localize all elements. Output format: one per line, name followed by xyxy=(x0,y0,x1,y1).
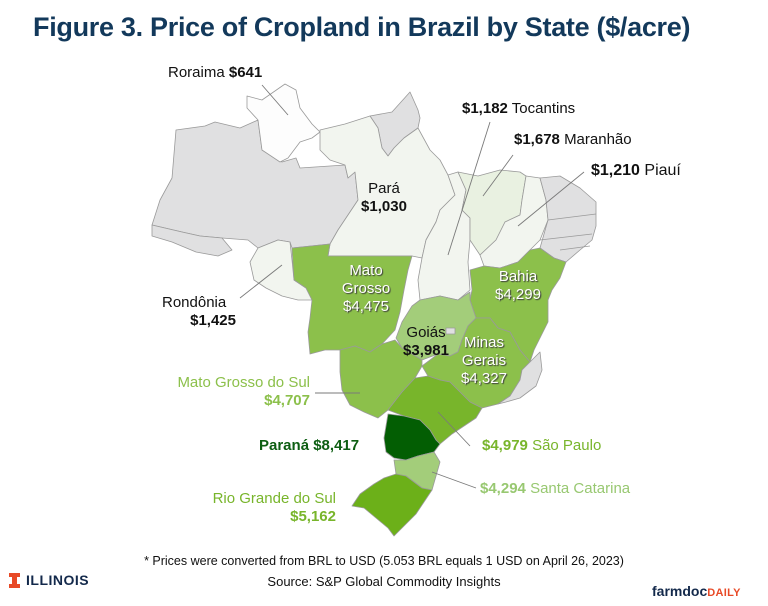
label-mato-grosso-do-sul-price: $4,707 xyxy=(264,392,310,409)
label-para-name: Pará xyxy=(368,180,400,197)
label-maranhao-price: $1,678 xyxy=(514,131,560,148)
farmdoc-logo-text: farmdoc xyxy=(652,583,708,599)
conversion-footnote: * Prices were converted from BRL to USD … xyxy=(144,554,624,568)
farmdoc-daily-logo: farmdocDAILY xyxy=(652,583,741,599)
label-sao-paulo-name: São Paulo xyxy=(532,437,602,454)
label-maranhao: $1,678 Maranhão xyxy=(514,131,632,149)
label-mato-grosso-do-sul: Mato Grosso do Sul $4,707 xyxy=(160,374,310,410)
label-tocantins: $1,182 Tocantins xyxy=(462,100,575,118)
label-tocantins-name: Tocantins xyxy=(511,100,576,117)
label-minas-gerais-name2: Gerais xyxy=(461,352,507,369)
label-tocantins-price: $1,182 xyxy=(462,100,508,117)
label-piaui: $1,210 Piauí xyxy=(591,162,681,180)
label-maranhao-name: Maranhão xyxy=(564,131,632,148)
state-distrito-federal xyxy=(445,327,456,335)
label-santa-catarina: $4,294 Santa Catarina xyxy=(480,480,630,498)
label-para-price: $1,030 xyxy=(361,198,407,215)
label-rondonia-price: $1,425 xyxy=(190,312,236,329)
label-parana-name: Paraná xyxy=(259,437,310,454)
label-sao-paulo-price: $4,979 xyxy=(482,437,528,454)
label-roraima-name: Roraima xyxy=(168,64,225,81)
label-mato-grosso-price: $4,475 xyxy=(343,298,389,315)
label-piaui-price: $1,210 xyxy=(591,162,640,179)
illinois-logo-text: ILLINOIS xyxy=(26,572,90,588)
label-mato-grosso-name1: Mato xyxy=(349,262,383,279)
label-goias-name: Goiás xyxy=(406,324,446,341)
label-minas-gerais: Minas Gerais $4,327 xyxy=(456,334,512,388)
figure-title: Figure 3. Price of Cropland in Brazil by… xyxy=(33,12,691,42)
label-bahia-price: $4,299 xyxy=(495,286,541,303)
label-mato-grosso-name2: Grosso xyxy=(341,280,391,297)
source-note: Source: S&P Global Commodity Insights xyxy=(267,574,501,589)
label-rio-grande-do-sul-price: $5,162 xyxy=(290,508,336,525)
label-minas-gerais-price: $4,327 xyxy=(461,370,507,387)
label-parana: Paraná $8,417 xyxy=(259,437,359,455)
state-mato-grosso-do-sul xyxy=(339,339,423,419)
label-goias: Goiás $3,981 xyxy=(398,324,454,360)
label-rio-grande-do-sul-name: Rio Grande do Sul xyxy=(212,490,336,507)
label-rondonia: Rondônia $1,425 xyxy=(162,294,244,330)
label-bahia: Bahia $4,299 xyxy=(488,268,548,304)
label-goias-price: $3,981 xyxy=(403,342,449,359)
daily-logo-text: DAILY xyxy=(707,587,741,599)
state-roraima xyxy=(246,83,321,163)
label-santa-catarina-price: $4,294 xyxy=(480,480,526,497)
label-mato-grosso-do-sul-name: Mato Grosso do Sul xyxy=(177,374,310,391)
illinois-block-i-icon xyxy=(9,572,20,588)
label-para: Pará $1,030 xyxy=(354,180,414,216)
label-parana-price: $8,417 xyxy=(313,437,360,454)
label-roraima-price: $641 xyxy=(228,64,263,81)
label-santa-catarina-name: Santa Catarina xyxy=(530,480,631,497)
state-rio-grande-do-sul xyxy=(351,473,433,537)
label-mato-grosso: Mato Grosso $4,475 xyxy=(334,262,398,316)
label-minas-gerais-name1: Minas xyxy=(463,334,504,351)
label-bahia-name: Bahia xyxy=(498,268,538,285)
label-roraima: Roraima $641 xyxy=(168,64,262,82)
label-sao-paulo: $4,979 São Paulo xyxy=(482,437,601,455)
label-piaui-name: Piauí xyxy=(644,162,681,179)
illinois-logo: ILLINOIS xyxy=(9,572,89,588)
label-rio-grande-do-sul: Rio Grande do Sul $5,162 xyxy=(190,490,336,526)
label-rondonia-name: Rondônia xyxy=(162,294,227,311)
state-acre xyxy=(151,224,233,257)
state-espirito-santo-rio xyxy=(497,351,543,405)
